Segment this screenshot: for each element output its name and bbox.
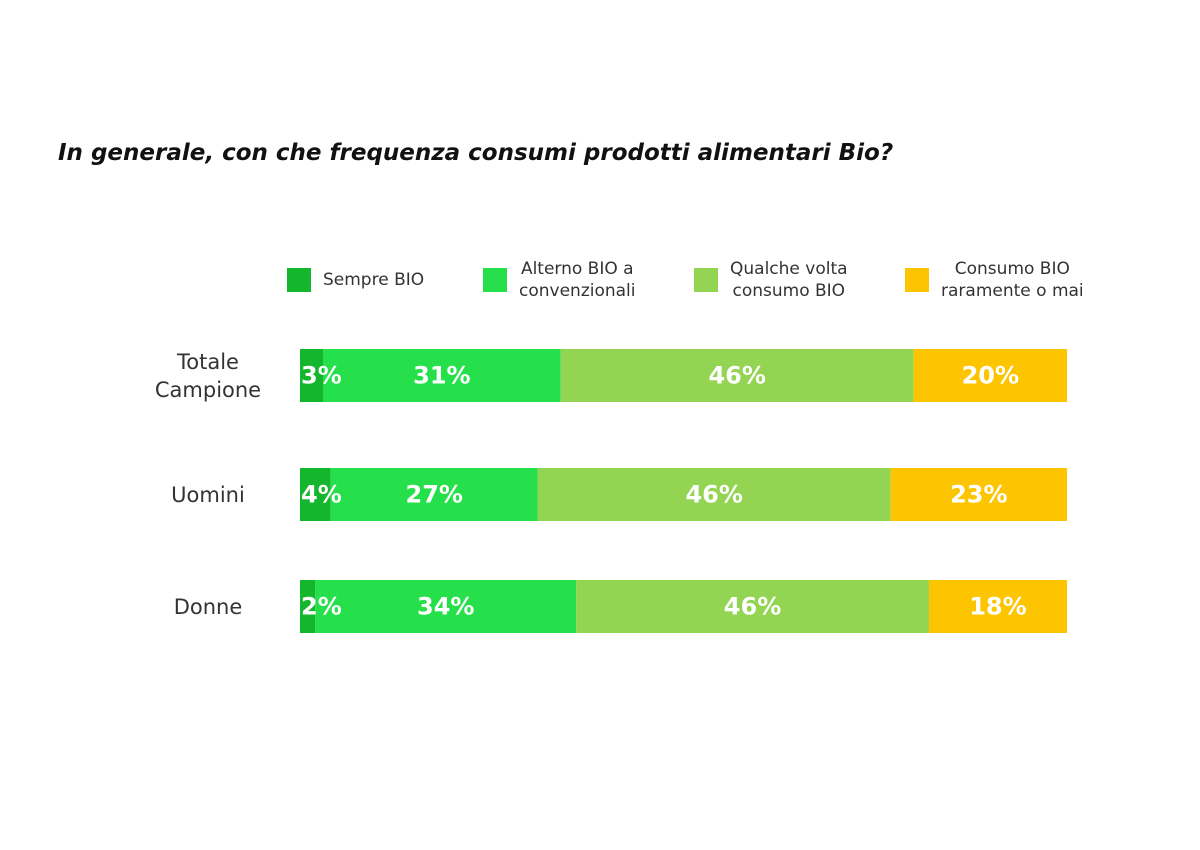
legend-label-line: raramente o mai (941, 281, 1084, 301)
data-label: 18% (969, 593, 1026, 621)
data-label: 4% (301, 481, 342, 509)
bar-segment (928, 580, 1067, 633)
legend-label-line: Alterno BIO a (520, 259, 634, 279)
legend-label-line: Qualche volta (730, 259, 848, 279)
bar-segment (300, 349, 324, 402)
bar-row: 3% 31% 46% 20% (300, 349, 1067, 402)
category-label-line: Totale (177, 349, 239, 374)
bar-segment (330, 468, 538, 521)
legend-label: Sempre BIO (323, 269, 424, 291)
bar-row: 4% 27% 46% 23% (300, 468, 1067, 521)
data-label: 20% (962, 362, 1019, 390)
category-label: Donne (133, 593, 283, 621)
data-label: 46% (724, 593, 781, 621)
category-label: Totale Campione (133, 348, 283, 404)
category-label-line: Campione (154, 377, 262, 402)
data-label: 27% (406, 481, 463, 509)
legend-label: Consumo BIO raramente o mai (941, 258, 1084, 302)
data-label: 46% (708, 362, 765, 390)
data-label: 46% (685, 481, 742, 509)
legend-swatch (905, 268, 929, 292)
legend-item: Alterno BIO a convenzionali (483, 258, 636, 302)
category-label-line: Uomini (171, 482, 245, 507)
legend-swatch (694, 268, 718, 292)
bar-row: 2% 34% 46% 18% (300, 580, 1067, 633)
bar-segment (300, 468, 331, 521)
legend-item: Sempre BIO (287, 268, 424, 292)
chart-title: In generale, con che frequenza consumi p… (58, 140, 894, 166)
category-label-line: Donne (173, 594, 243, 619)
data-label: 3% (301, 362, 342, 390)
legend-item: Qualche volta consumo BIO (694, 258, 848, 302)
bar-segment (890, 468, 1067, 521)
category-label: Uomini (133, 481, 283, 509)
bar-segment (576, 580, 929, 633)
data-label: 34% (417, 593, 474, 621)
legend-swatch (483, 268, 507, 292)
bar-segment (913, 349, 1067, 402)
data-label: 31% (413, 362, 470, 390)
bar-segment (315, 580, 577, 633)
data-label: 2% (301, 593, 342, 621)
bar-segment (537, 468, 891, 521)
bar-segment (560, 349, 914, 402)
legend-label-line: convenzionali (519, 281, 636, 301)
data-label: 23% (950, 481, 1007, 509)
legend-label: Qualche volta consumo BIO (730, 258, 848, 302)
bar-segment (300, 580, 316, 633)
legend-item: Consumo BIO raramente o mai (905, 258, 1084, 302)
legend-label-line: consumo BIO (732, 281, 846, 301)
legend-label-line: Consumo BIO (954, 259, 1070, 279)
legend-label: Alterno BIO a convenzionali (519, 258, 636, 302)
legend-swatch (287, 268, 311, 292)
legend-label-line: Sempre BIO (323, 270, 425, 290)
bar-segment (323, 349, 561, 402)
